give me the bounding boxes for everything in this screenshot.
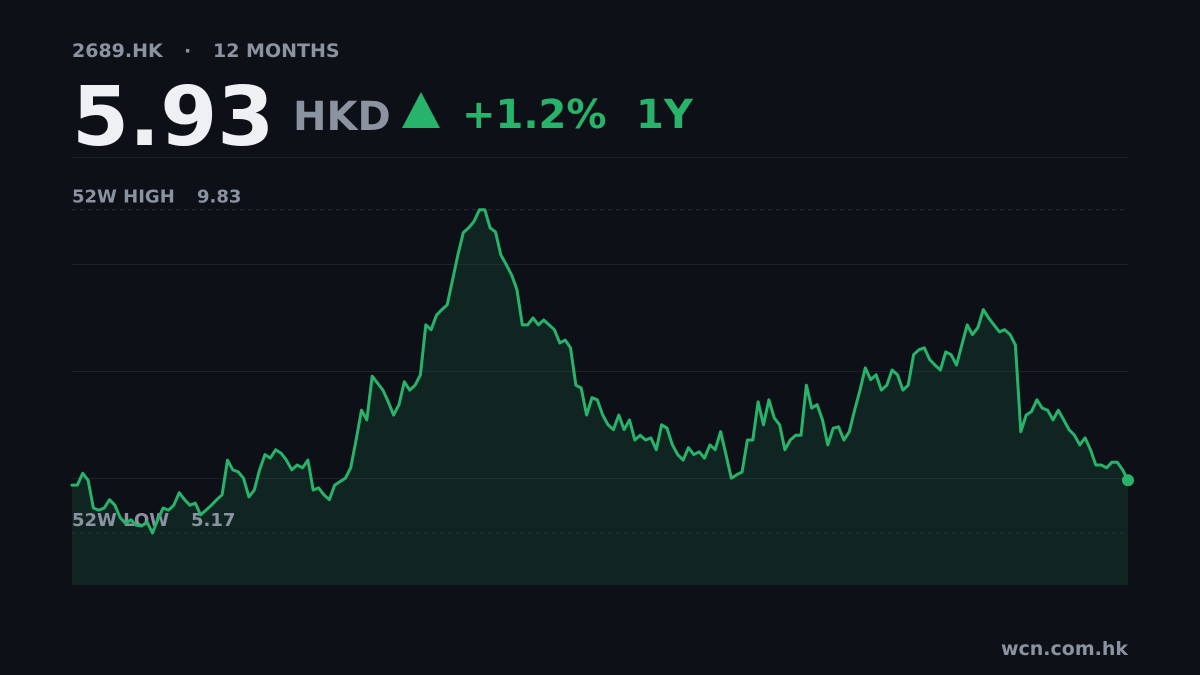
price-line	[70, 208, 1130, 535]
ticker: 2689.HK	[72, 40, 164, 62]
period: 12 MONTHS	[213, 40, 340, 62]
up-arrow	[402, 92, 440, 128]
source: wcn.com.hk	[1001, 638, 1128, 660]
separator: ·	[184, 40, 191, 62]
price: 5.93	[72, 70, 274, 165]
range: 1Y	[636, 92, 694, 138]
last-point	[1122, 474, 1134, 487]
level-value: 5.17	[191, 510, 235, 531]
level-label: 52W HIGH	[72, 187, 175, 208]
currency: HKD	[293, 94, 391, 140]
change: +1.2%	[462, 92, 606, 138]
level-value: 9.83	[197, 187, 241, 208]
price-area	[72, 209, 1128, 585]
level-label: 52W LOW	[72, 510, 169, 531]
